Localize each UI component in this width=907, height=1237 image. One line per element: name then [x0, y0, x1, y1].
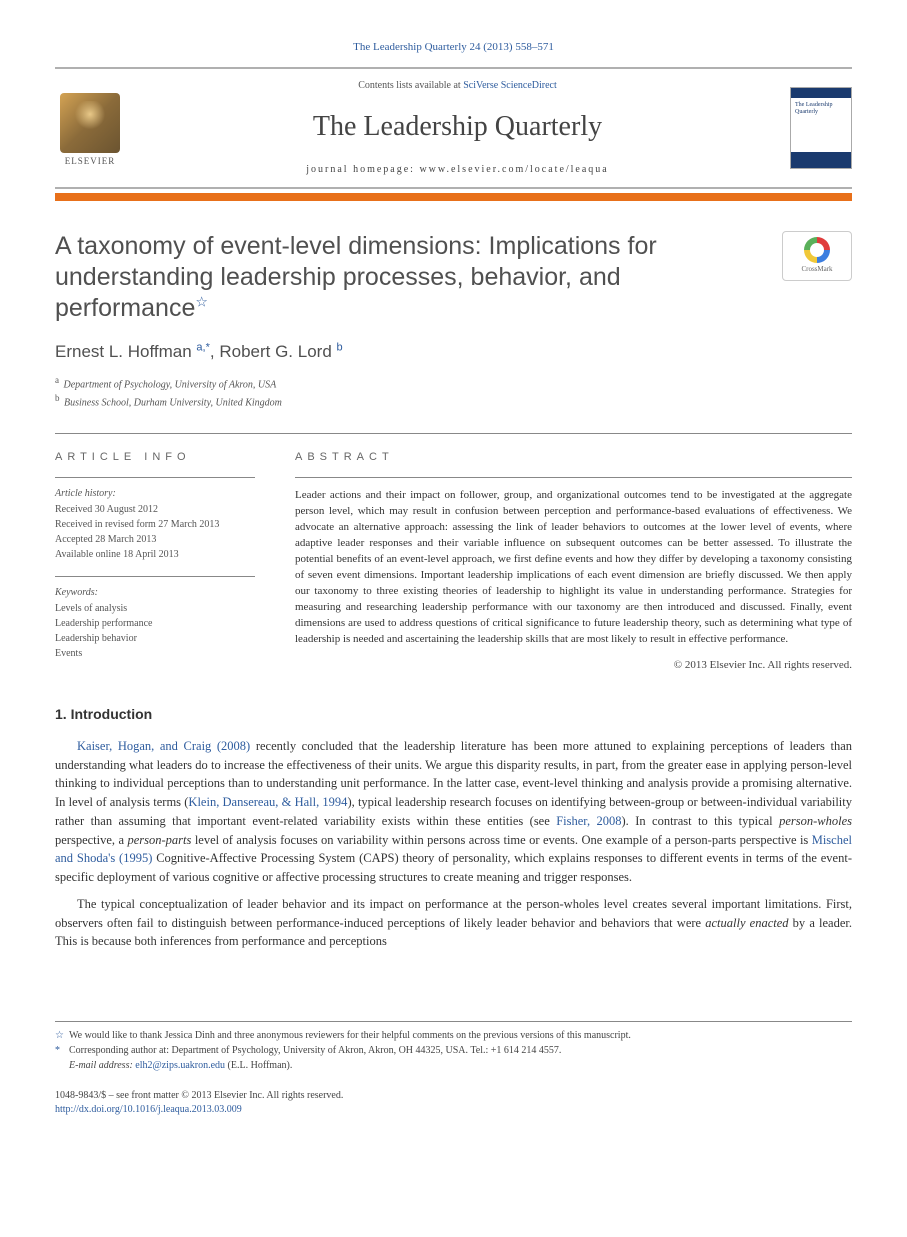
article-history-block: Article history: Received 30 August 2012… [55, 477, 255, 562]
issn-copyright-line: 1048-9843/$ – see front matter © 2013 El… [55, 1089, 852, 1103]
footnote-email: E-mail address: elh2@zips.uakron.edu (E.… [55, 1058, 852, 1073]
keyword: Events [55, 646, 255, 661]
journal-homepage: journal homepage: www.elsevier.com/locat… [145, 163, 770, 177]
keywords-block: Keywords: Levels of analysis Leadership … [55, 576, 255, 661]
article-title-text: A taxonomy of event-level dimensions: Im… [55, 232, 657, 323]
star-symbol: ☆ [55, 1028, 69, 1043]
keyword: Leadership performance [55, 616, 255, 631]
citation-kaiser[interactable]: Kaiser, Hogan, and Craig (2008) [77, 739, 250, 753]
p1-t6: Cognitive-Affective Processing System (C… [55, 851, 852, 884]
elsevier-tree-icon [60, 93, 120, 153]
affiliation-b: b Business School, Durham University, Un… [55, 392, 852, 410]
em-person-parts: person-parts [127, 833, 191, 847]
contents-prefix: Contents lists available at [358, 80, 463, 91]
p1-t4: perspective, a [55, 833, 127, 847]
email-attribution: (E.L. Hoffman). [225, 1060, 292, 1071]
article-info-label: ARTICLE INFO [55, 450, 255, 465]
intro-paragraph-2: The typical conceptualization of leader … [55, 895, 852, 951]
keywords-title: Keywords: [55, 585, 255, 600]
affiliation-a: a Department of Psychology, University o… [55, 374, 852, 392]
author-2: , Robert G. Lord [210, 342, 337, 361]
citation-fisher[interactable]: Fisher, 2008 [556, 814, 621, 828]
cover-title-text: The Leadership Quarterly [795, 102, 851, 115]
p1-t5: level of analysis focuses on variability… [191, 833, 811, 847]
footnote-corr-text: Corresponding author at: Department of P… [69, 1045, 561, 1056]
email-label: E-mail address: [69, 1060, 135, 1071]
journal-reference: The Leadership Quarterly 24 (2013) 558–5… [55, 40, 852, 55]
abstract-copyright: © 2013 Elsevier Inc. All rights reserved… [295, 658, 852, 673]
asterisk-symbol: * [55, 1043, 69, 1058]
header-center: Contents lists available at SciVerse Sci… [125, 79, 790, 176]
keyword: Levels of analysis [55, 601, 255, 616]
article-header-row: A taxonomy of event-level dimensions: Im… [55, 231, 852, 325]
citation-klein[interactable]: Klein, Dansereau, & Hall, 1994 [188, 795, 347, 809]
author-1-affil: a,* [196, 342, 209, 354]
elsevier-label: ELSEVIER [65, 155, 116, 168]
crossmark-label: CrossMark [801, 265, 832, 275]
journal-header: ELSEVIER Contents lists available at Sci… [55, 67, 852, 188]
author-1: Ernest L. Hoffman [55, 342, 196, 361]
elsevier-logo: ELSEVIER [55, 88, 125, 168]
crossmark-icon [804, 237, 830, 263]
contents-available-line: Contents lists available at SciVerse Sci… [145, 79, 770, 93]
footer-meta: 1048-9843/$ – see front matter © 2013 El… [55, 1089, 852, 1117]
authors-line: Ernest L. Hoffman a,*, Robert G. Lord b [55, 340, 852, 364]
abstract-column: ABSTRACT Leader actions and their impact… [295, 450, 852, 675]
accent-bar [55, 193, 852, 201]
abstract-label: ABSTRACT [295, 450, 852, 465]
history-line: Accepted 28 March 2013 [55, 532, 255, 547]
author-2-affil: b [337, 342, 343, 354]
doi-link[interactable]: http://dx.doi.org/10.1016/j.leaqua.2013.… [55, 1104, 242, 1115]
affiliation-b-text: Business School, Durham University, Unit… [64, 398, 282, 409]
keyword: Leadership behavior [55, 631, 255, 646]
article-title: A taxonomy of event-level dimensions: Im… [55, 231, 782, 325]
footnote-thanks: ☆We would like to thank Jessica Dinh and… [55, 1028, 852, 1043]
history-line: Received in revised form 27 March 2013 [55, 517, 255, 532]
em-actually-enacted: actually enacted [705, 916, 788, 930]
section-1-title: 1. Introduction [55, 705, 852, 725]
journal-cover-thumbnail: The Leadership Quarterly [790, 87, 852, 169]
history-title: Article history: [55, 486, 255, 501]
footnotes: ☆We would like to thank Jessica Dinh and… [55, 1021, 852, 1073]
title-footnote-symbol: ☆ [195, 294, 208, 310]
affiliations: a Department of Psychology, University o… [55, 374, 852, 411]
footnote-thanks-text: We would like to thank Jessica Dinh and … [69, 1030, 631, 1041]
journal-title: The Leadership Quarterly [145, 107, 770, 146]
history-line: Available online 18 April 2013 [55, 547, 255, 562]
footnote-corresponding: *Corresponding author at: Department of … [55, 1043, 852, 1058]
sciencedirect-link[interactable]: SciVerse ScienceDirect [463, 80, 557, 91]
info-abstract-row: ARTICLE INFO Article history: Received 3… [55, 433, 852, 675]
p1-t3: ). In contrast to this typical [622, 814, 780, 828]
email-link[interactable]: elh2@zips.uakron.edu [135, 1060, 225, 1071]
history-line: Received 30 August 2012 [55, 502, 255, 517]
homepage-url[interactable]: www.elsevier.com/locate/leaqua [419, 164, 608, 175]
em-person-wholes: person-wholes [779, 814, 852, 828]
crossmark-badge[interactable]: CrossMark [782, 231, 852, 281]
homepage-label: journal homepage: [306, 164, 419, 175]
article-info-column: ARTICLE INFO Article history: Received 3… [55, 450, 255, 675]
abstract-text: Leader actions and their impact on follo… [295, 477, 852, 647]
intro-paragraph-1: Kaiser, Hogan, and Craig (2008) recently… [55, 737, 852, 887]
affiliation-a-text: Department of Psychology, University of … [64, 379, 277, 390]
